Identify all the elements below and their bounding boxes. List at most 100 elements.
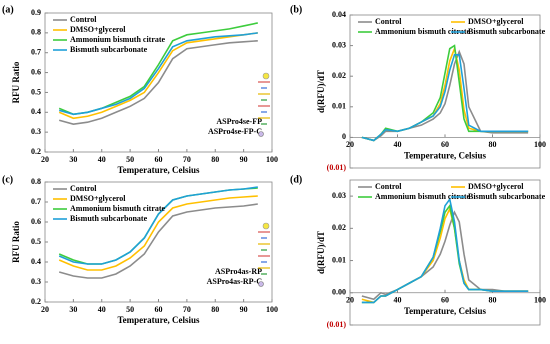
y-tick-label: 0.4 [31, 107, 41, 116]
x-tick-label: 70 [183, 305, 191, 314]
data-line [361, 49, 529, 142]
annotation: ASPro4as-RP [215, 267, 262, 276]
x-tick-label: 50 [126, 155, 134, 164]
x-tick-label: 80 [211, 155, 219, 164]
legend-label: Ammonium bismuth citrate [375, 27, 471, 36]
annotation: ASPro4se-FP-C [208, 127, 262, 136]
panel-label: (b) [290, 4, 302, 15]
dna-fluorophore [262, 222, 270, 230]
legend-label: DMSO+glycerol [70, 194, 126, 203]
legend-label: Control [375, 17, 402, 26]
x-axis-title: Temperature, Celsius [404, 306, 486, 316]
x-tick-label: 40 [98, 155, 106, 164]
x-axis-title: Temperature, Celsius [118, 165, 200, 175]
y-tick-label: 0.00 [332, 288, 346, 297]
y-tick-label: 0.6 [31, 217, 41, 226]
data-line [361, 197, 529, 304]
legend-label: Bismuth subcarbonate [468, 27, 546, 36]
legend-label: Control [70, 184, 97, 193]
data-line [361, 53, 529, 142]
legend-label: Control [70, 15, 97, 24]
data-line [58, 40, 258, 126]
y-tick-label: 0.3 [31, 127, 41, 136]
x-tick-label: 60 [441, 140, 449, 149]
dna-quencher [258, 281, 264, 287]
y-tick-label: 0.2 [31, 147, 41, 156]
plot-frame [349, 179, 541, 326]
legend-label: DMSO+glycerol [70, 25, 126, 34]
y-tick-label: 0.5 [31, 237, 41, 246]
dna-fluorophore [262, 72, 270, 80]
legend-label: Ammonium bismuth citrate [70, 204, 166, 213]
x-tick-label: 50 [126, 305, 134, 314]
panel-label: (d) [290, 174, 302, 185]
y-tick-label: 0.8 [31, 28, 41, 37]
x-tick-label: 90 [240, 155, 248, 164]
legend-label: Ammonium bismuth citrate [70, 35, 166, 44]
x-tick-label: 20 [41, 305, 49, 314]
y-tick-label: 0.3 [31, 277, 41, 286]
y-tick-label: (0.01) [327, 163, 347, 172]
x-tick-label: 20 [346, 140, 354, 149]
x-axis-title: Temperature, Celsius [118, 315, 200, 325]
panel-label: (c) [2, 174, 13, 185]
x-tick-label: 40 [394, 296, 402, 305]
x-tick-label: 60 [155, 155, 163, 164]
x-tick-label: 40 [394, 140, 402, 149]
data-line [58, 32, 258, 120]
annotation: ASPro4as-RP-C [207, 277, 263, 286]
y-tick-label: 0.8 [31, 177, 41, 186]
x-tick-label: 100 [266, 305, 278, 314]
x-tick-label: 80 [489, 140, 497, 149]
legend-label: DMSO+glycerol [468, 182, 524, 191]
y-axis-title: d(RFU)/dT [316, 70, 326, 113]
y-tick-label: 0.4 [31, 257, 41, 266]
y-tick-label: 0.03 [332, 191, 346, 200]
y-tick-label: 0 [342, 132, 346, 141]
legend-label: Control [375, 182, 402, 191]
data-line [58, 195, 258, 271]
x-tick-label: 60 [441, 296, 449, 305]
y-tick-label: 0.01 [332, 255, 346, 264]
dna-quencher [258, 131, 264, 137]
y-tick-label: 0.02 [332, 71, 346, 80]
legend-label: Bismuth subcarbonate [70, 214, 148, 223]
annotation: ASPro4se-FP [216, 117, 262, 126]
x-tick-label: 60 [155, 305, 163, 314]
y-tick-label: 0.01 [332, 102, 346, 111]
y-tick-label: (0.01) [327, 320, 347, 329]
y-tick-label: 0.9 [31, 8, 41, 17]
x-axis-title: Temperature, Celsius [404, 150, 486, 160]
x-tick-label: 80 [489, 296, 497, 305]
y-tick-label: 0.7 [31, 48, 41, 57]
y-tick-label: 0.2 [31, 297, 41, 306]
y-axis-title: RFU Ratio [11, 61, 21, 103]
x-tick-label: 20 [41, 155, 49, 164]
x-tick-label: 30 [69, 155, 77, 164]
x-tick-label: 40 [98, 305, 106, 314]
data-line [58, 203, 258, 279]
legend-label: DMSO+glycerol [468, 17, 524, 26]
data-line [361, 210, 529, 301]
legend-label: Ammonium bismuth citrate [375, 192, 471, 201]
x-tick-label: 20 [346, 296, 354, 305]
y-tick-label: 0.03 [332, 40, 346, 49]
y-tick-label: 0.6 [31, 67, 41, 76]
y-tick-label: 0.5 [31, 87, 41, 96]
y-tick-label: 0.7 [31, 197, 41, 206]
x-tick-label: 30 [69, 305, 77, 314]
x-tick-label: 80 [211, 305, 219, 314]
panel-label: (a) [2, 4, 14, 15]
data-line [58, 186, 258, 265]
plot-frame [349, 14, 541, 169]
x-tick-label: 100 [534, 296, 546, 305]
x-tick-label: 100 [266, 155, 278, 164]
legend-label: Bismuth subcarbonate [468, 192, 546, 201]
data-line [361, 206, 529, 304]
data-line [58, 32, 258, 116]
legend-label: Bismuth subcarbonate [70, 45, 148, 54]
y-tick-label: 0.02 [332, 223, 346, 232]
y-axis-title: d(RFU)/dT [316, 231, 326, 274]
